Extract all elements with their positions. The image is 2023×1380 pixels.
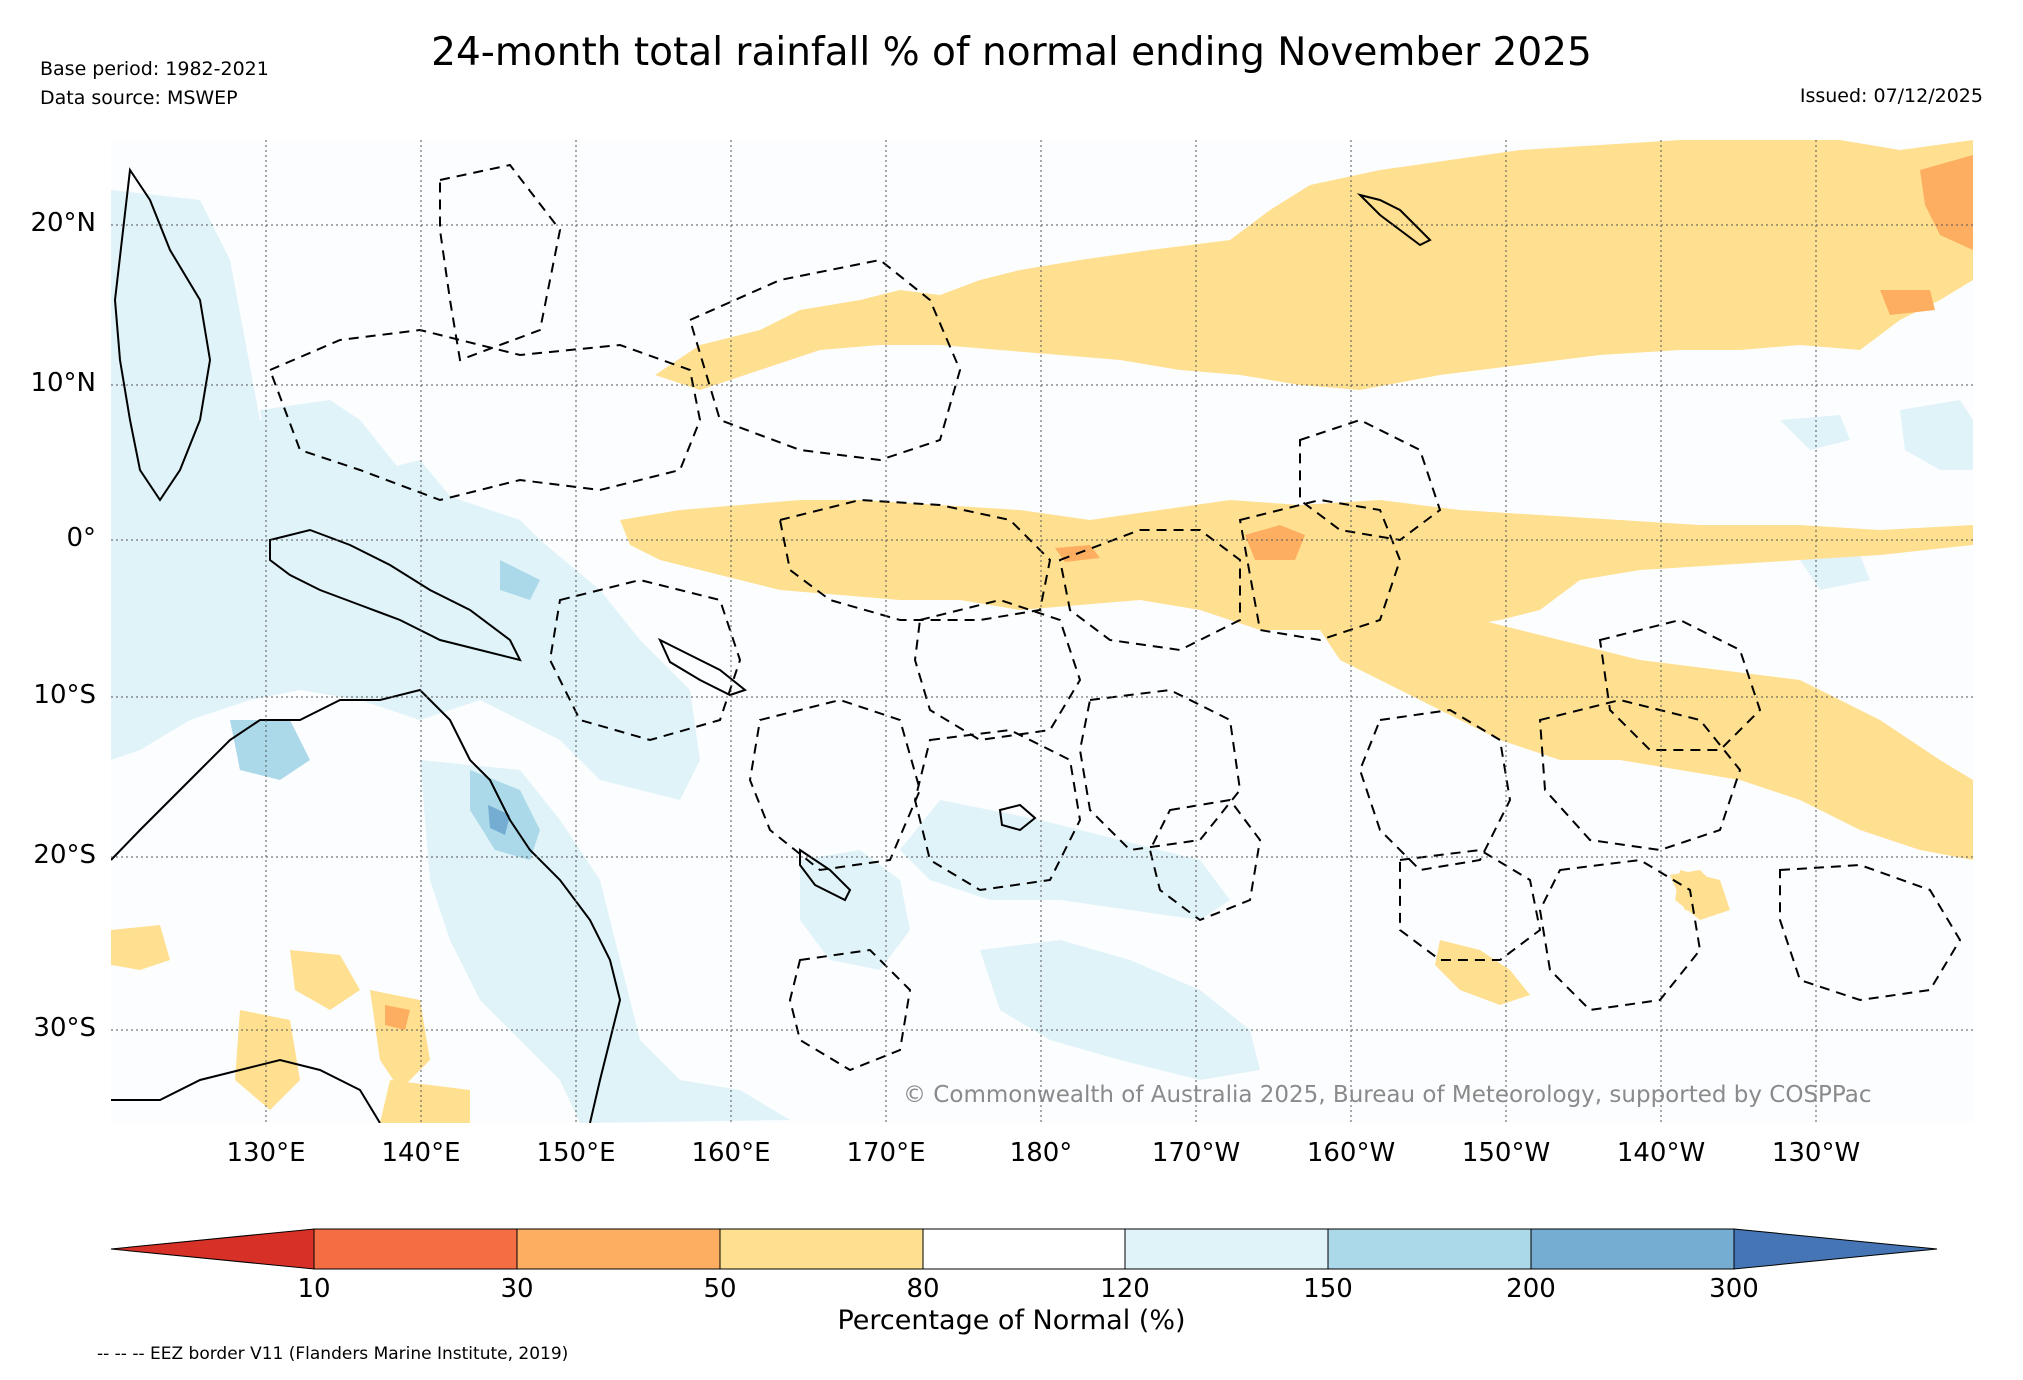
eez-border-north-pacific <box>439 163 562 362</box>
colorbar-segment-200-300 <box>1530 1228 1735 1270</box>
lon-label-160w: 160°W <box>1306 1138 1396 1168</box>
wet-region-small-2 <box>1800 555 1870 590</box>
eez-border-tuvalu <box>913 598 1082 742</box>
wet-region-tasman <box>980 940 1260 1080</box>
dry-region-south-australia-2 <box>235 1010 300 1110</box>
australia-coast <box>111 688 622 1123</box>
wet-region-vanuatu-area <box>800 850 910 970</box>
colorbar-tick-200: 200 <box>1506 1274 1556 1304</box>
eez-border-tonga-samoa <box>1078 688 1242 852</box>
colorbar-segment-30-50 <box>516 1228 721 1270</box>
eez-border-cook <box>1358 708 1512 872</box>
lon-label-130w: 130°W <box>1771 1138 1861 1168</box>
eez-border-marshall <box>688 258 962 462</box>
eez-border-solomon <box>548 578 742 742</box>
dry-region-mid-1 <box>1880 290 1935 315</box>
lon-label-170w: 170°W <box>1151 1138 1241 1168</box>
wet-region-png <box>260 400 600 620</box>
eez-border-kiribati-gilbert <box>778 498 1052 621</box>
colorbar-segment-10-30 <box>313 1228 518 1270</box>
wet-region-hawaii-east <box>1900 400 1973 470</box>
issued-date: Issued: 07/12/2025 <box>1799 85 1983 107</box>
fiji-coast <box>998 803 1037 832</box>
colorbar-segment-80-120 <box>922 1228 1126 1270</box>
wet-region-small-1 <box>1780 415 1850 450</box>
eez-border-fp-3 <box>1538 858 1702 1012</box>
lon-label-150e: 150°E <box>536 1138 616 1168</box>
new-guinea-coast <box>269 528 522 662</box>
dry-region-w-australia <box>111 925 170 970</box>
eez-border-fp-2 <box>1598 618 1762 751</box>
eez-border-cook-south <box>1399 848 1542 961</box>
wet-region-deeper-png <box>500 560 540 600</box>
map-title: 24-month total rainfall % of normal endi… <box>431 30 1592 75</box>
eez-border-fiji <box>913 728 1082 892</box>
dry-band-equatorial <box>620 500 1973 630</box>
dry-anomaly-regions <box>111 140 1973 1123</box>
colorbar-segment-150-200 <box>1327 1228 1532 1270</box>
colorbar-over-triangle <box>1733 1228 1938 1270</box>
philippines-coast <box>113 167 212 502</box>
eez-border-kiribati-phoenix <box>1058 529 1241 652</box>
colorbar-under-triangle <box>110 1228 315 1270</box>
lat-label-20n: 20°N <box>30 208 96 238</box>
dry-region-french-polynesia-south <box>1435 940 1530 1005</box>
colorbar-segment-50-80 <box>719 1228 924 1270</box>
wet-region-nw-australia <box>230 720 310 780</box>
eez-borders <box>268 163 1962 1072</box>
eez-border-fp-1 <box>1538 698 1742 852</box>
solomon-coast <box>657 637 748 697</box>
lat-label-30s: 30°S <box>33 1013 96 1043</box>
lat-label-10n: 10°N <box>30 368 96 398</box>
colorbar-tick-80: 80 <box>906 1274 940 1304</box>
colorbar-tick-50: 50 <box>703 1274 737 1304</box>
dry-band-north-pacific <box>655 140 1973 390</box>
dry-region-mid-australia <box>385 1005 410 1030</box>
eez-border-pitcairn <box>1779 863 1962 1002</box>
lat-label-0: 0° <box>66 523 96 553</box>
dry-region-mid-ne <box>1920 155 1973 250</box>
lat-label-10s: 10°S <box>33 680 96 710</box>
lat-label-20s: 20°S <box>33 840 96 870</box>
lon-label-170e: 170°E <box>846 1138 926 1168</box>
dry-region-central-australia <box>290 950 360 1010</box>
lon-label-140e: 140°E <box>381 1138 461 1168</box>
lon-label-150w: 150°W <box>1461 1138 1551 1168</box>
dry-region-south-australia-3 <box>380 1080 470 1123</box>
gridlines <box>111 140 1973 1123</box>
colorbar-tick-30: 30 <box>500 1274 534 1304</box>
dry-region-austral <box>1670 870 1720 915</box>
lon-label-130e: 130°E <box>226 1138 306 1168</box>
eez-legend-note: -- -- -- EEZ border V11 (Flanders Marine… <box>97 1344 569 1364</box>
data-source: Data source: MSWEP <box>40 87 238 109</box>
eez-border-vanuatu <box>748 698 922 872</box>
colorbar-tick-120: 120 <box>1100 1274 1150 1304</box>
base-period: Base period: 1982-2021 <box>40 58 269 80</box>
colorbar-segment-120-150 <box>1124 1228 1329 1270</box>
colorbar-tick-10: 10 <box>297 1274 331 1304</box>
copyright-notice: © Commonwealth of Australia 2025, Bureau… <box>903 1082 1872 1108</box>
wet-region-deep-qld <box>488 805 510 835</box>
eez-border-line-north <box>1299 418 1442 542</box>
new-caledonia-coast <box>799 848 852 902</box>
eez-border-kiribati-line <box>1238 498 1402 642</box>
coastlines <box>111 167 1432 1123</box>
colorbar-title: Percentage of Normal (%) <box>837 1305 1186 1336</box>
hawaii-coast <box>1356 193 1432 247</box>
colorbar-tick-150: 150 <box>1303 1274 1353 1304</box>
dry-band-south-central <box>1320 610 1973 860</box>
colorbar-tick-300: 300 <box>1709 1274 1759 1304</box>
dry-region-mid-equator-1 <box>1245 525 1305 560</box>
lon-label-180: 180° <box>1009 1138 1073 1168</box>
colorbar <box>110 1228 1938 1270</box>
lon-label-160e: 160°E <box>691 1138 771 1168</box>
lon-label-140w: 140°W <box>1616 1138 1706 1168</box>
eez-border-fsm <box>268 328 702 502</box>
